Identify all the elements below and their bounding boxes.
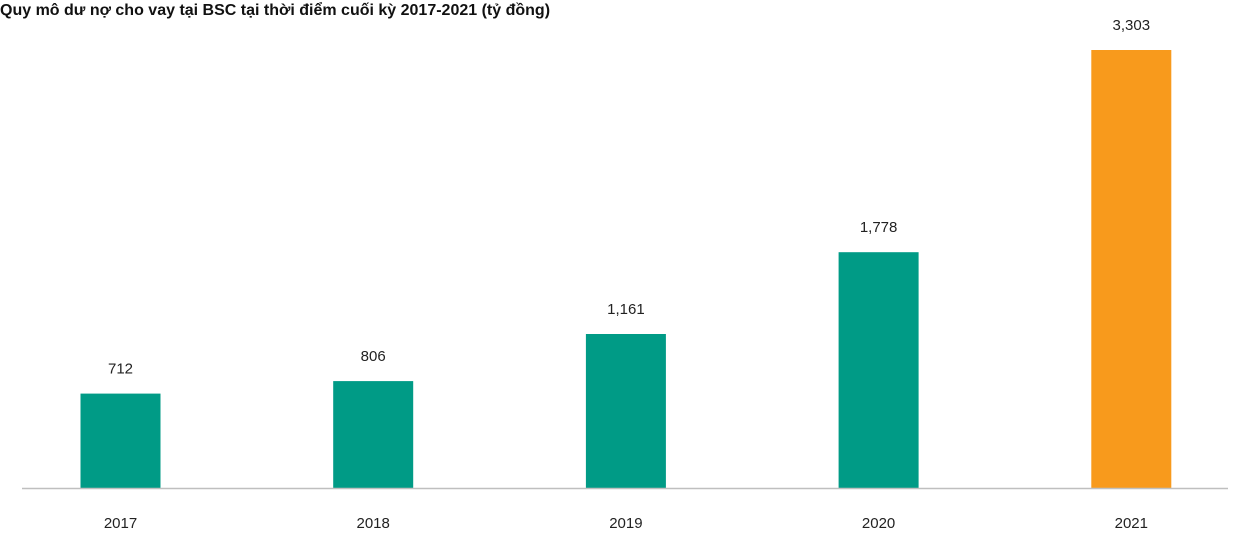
x-tick-label-2020: 2020 <box>862 515 895 532</box>
x-tick-label-2019: 2019 <box>609 515 642 532</box>
value-labels-group: 712 806 1,161 1,778 3,303 <box>108 17 1150 378</box>
value-label-2021: 3,303 <box>1113 17 1151 34</box>
value-label-2019: 1,161 <box>607 301 645 318</box>
bar-2020 <box>838 252 919 488</box>
value-label-2017: 712 <box>108 361 133 378</box>
x-tick-label-2017: 2017 <box>104 515 137 532</box>
bar-2019 <box>585 334 666 488</box>
x-tick-label-2018: 2018 <box>357 515 390 532</box>
value-label-2020: 1,778 <box>860 219 898 236</box>
value-label-2018: 806 <box>361 348 386 365</box>
bar-2018 <box>333 381 414 488</box>
bar-2017 <box>80 393 161 488</box>
x-tick-labels-group: 2017 2018 2019 2020 2021 <box>104 515 1148 532</box>
bar-2021 <box>1091 50 1172 488</box>
bars-group <box>80 50 1172 488</box>
chart-title: Quy mô dư nợ cho vay tại BSC tại thời đi… <box>0 2 551 19</box>
x-tick-label-2021: 2021 <box>1115 515 1148 532</box>
